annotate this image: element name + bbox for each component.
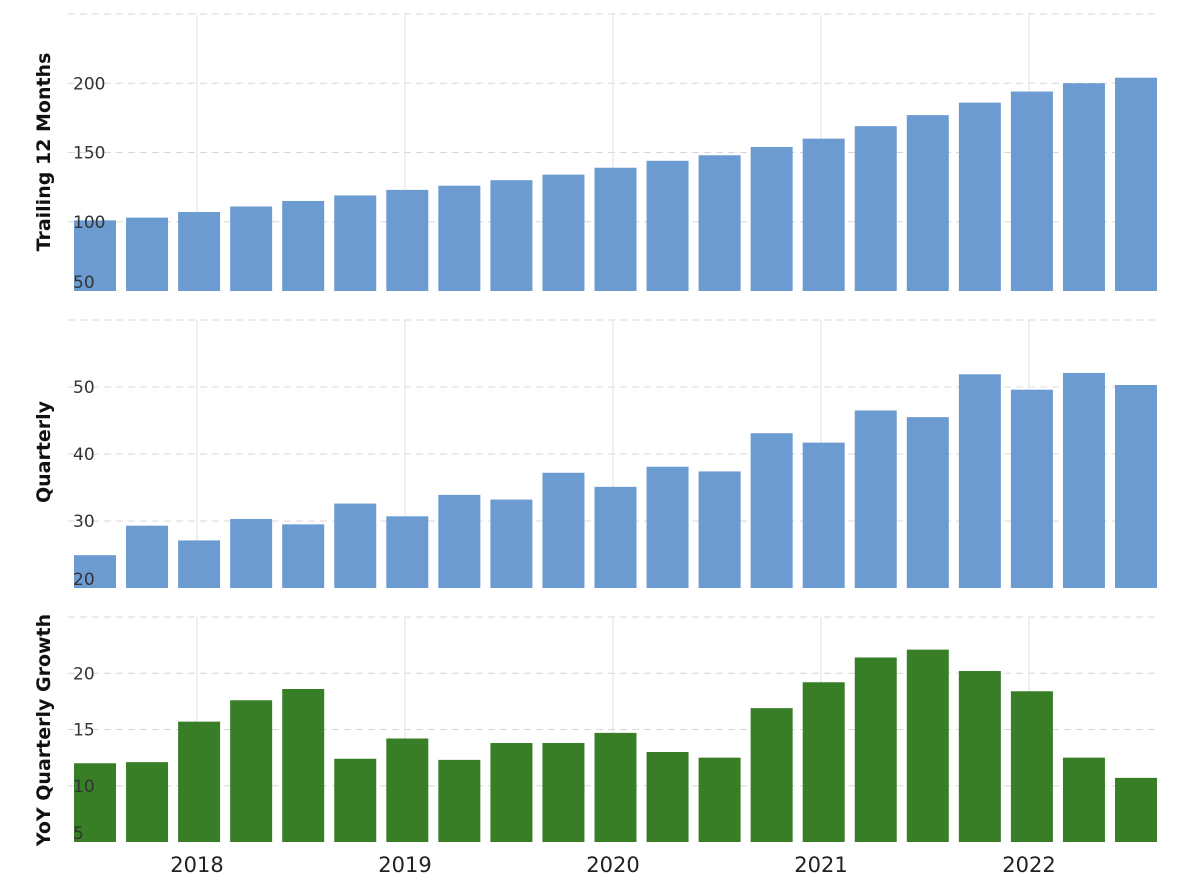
bar — [282, 689, 325, 842]
bar — [542, 174, 585, 291]
bar — [854, 657, 897, 842]
y-tick-label: 20 — [73, 570, 95, 590]
trailing-12-months-panel: 50 100 150 200 Trailing 12 Months — [33, 13, 1157, 293]
x-tick-label: 2018 — [170, 853, 223, 877]
bar — [334, 195, 377, 291]
bar — [698, 155, 741, 291]
bar — [1062, 757, 1105, 842]
bar — [1115, 384, 1157, 588]
bar — [74, 555, 116, 588]
y-tick-label: 100 — [73, 213, 105, 233]
bar — [906, 649, 949, 842]
yoy-growth-panel: 5 10 15 20 YoY Quarterly Growth — [33, 614, 1157, 847]
bar — [542, 472, 585, 588]
bar — [386, 738, 429, 842]
bar — [802, 682, 845, 842]
y-tick-label: 50 — [73, 273, 95, 293]
y-tick-label: 50 — [73, 378, 95, 398]
bar — [646, 466, 689, 588]
bar — [438, 494, 481, 588]
y-tick-label: 40 — [73, 445, 95, 465]
bar — [594, 167, 637, 291]
bar — [1010, 389, 1053, 588]
bar — [1115, 77, 1157, 292]
x-axis: 2018 2019 2020 2021 2022 — [170, 853, 1055, 877]
bar — [178, 540, 221, 588]
y-tick-label: 15 — [73, 721, 95, 741]
y-axis-title: Quarterly — [33, 400, 55, 503]
bar — [282, 200, 325, 291]
bar — [282, 524, 325, 588]
bar — [542, 743, 585, 842]
bar — [1115, 777, 1157, 842]
y-tick-label: 30 — [73, 512, 95, 532]
bar — [74, 763, 116, 842]
bar — [490, 743, 533, 842]
bar — [594, 732, 637, 842]
bar — [906, 115, 949, 291]
bar — [126, 525, 169, 588]
bar — [490, 499, 533, 588]
bar — [906, 417, 949, 588]
bar — [178, 721, 221, 842]
bar — [646, 752, 689, 842]
bar — [802, 442, 845, 588]
bar — [74, 220, 116, 291]
y-axis-title: Trailing 12 Months — [33, 53, 55, 252]
bar — [230, 518, 273, 588]
bar — [334, 758, 377, 842]
bar — [178, 212, 221, 291]
bar — [802, 138, 845, 291]
x-tick-label: 2019 — [378, 853, 431, 877]
bar — [386, 189, 429, 291]
quarterly-panel: 20 30 40 50 Quarterly — [33, 319, 1157, 590]
y-tick-label: 20 — [73, 664, 95, 684]
bar — [698, 757, 741, 842]
bar — [854, 410, 897, 588]
bar — [750, 146, 793, 291]
x-tick-label: 2020 — [586, 853, 639, 877]
x-tick-label: 2021 — [794, 853, 847, 877]
bar — [1062, 83, 1105, 291]
bar — [958, 102, 1001, 291]
y-tick-label: 5 — [73, 824, 84, 844]
y-tick-label: 200 — [73, 74, 105, 94]
bar — [750, 708, 793, 842]
bar — [334, 503, 377, 588]
bar — [698, 471, 741, 588]
bar — [230, 700, 273, 842]
bar — [438, 759, 481, 842]
bar — [1010, 691, 1053, 842]
bar — [958, 374, 1001, 588]
y-tick-label: 10 — [73, 777, 95, 797]
bar — [126, 762, 169, 842]
bar — [958, 671, 1001, 842]
bar — [490, 180, 533, 291]
bar — [594, 486, 637, 588]
bar — [126, 217, 169, 291]
x-tick-label: 2022 — [1002, 853, 1055, 877]
bar — [646, 160, 689, 291]
y-axis-title: YoY Quarterly Growth — [33, 614, 55, 847]
bar — [230, 206, 273, 291]
bar — [386, 516, 429, 588]
bar — [1062, 372, 1105, 588]
y-tick-label: 150 — [73, 144, 105, 164]
bar — [854, 126, 897, 291]
bar — [750, 433, 793, 588]
bar — [1010, 91, 1053, 291]
bar — [438, 185, 481, 291]
